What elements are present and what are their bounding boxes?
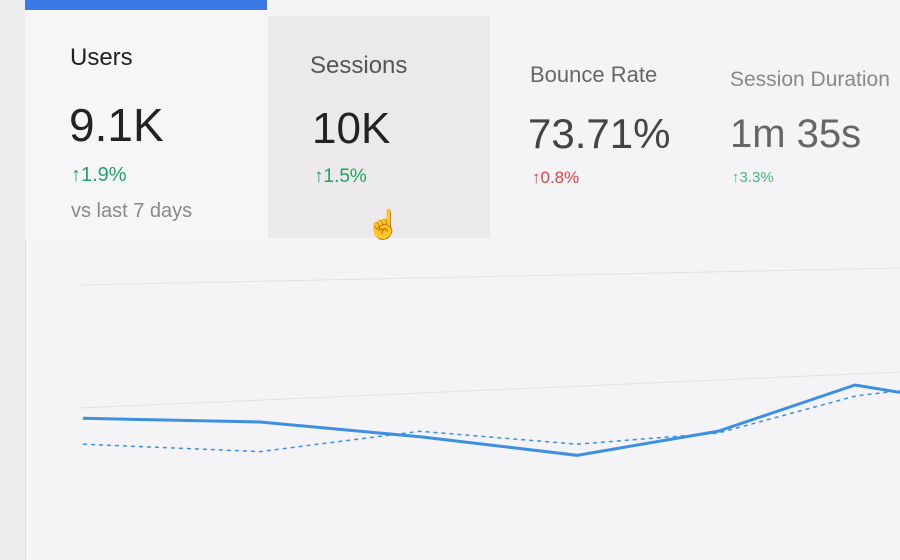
metric-label: Sessions bbox=[310, 52, 408, 79]
metric-delta: ↑1.9% bbox=[71, 164, 127, 186]
metric-value: 1m 35s bbox=[730, 112, 862, 156]
metric-value: 73.71% bbox=[528, 110, 671, 157]
tab-session-duration[interactable]: Session Duration 1m 35s ↑3.3% bbox=[690, 0, 900, 240]
arrow-up-icon: ↑ bbox=[314, 166, 324, 187]
series-line-dashed bbox=[82, 389, 900, 453]
arrow-up-icon: ↑ bbox=[732, 169, 740, 186]
metric-label: Bounce Rate bbox=[530, 62, 658, 87]
metric-label: Users bbox=[70, 44, 133, 71]
comparison-note: vs last 7 days bbox=[71, 200, 193, 222]
metric-value: 9.1K bbox=[69, 99, 164, 151]
tab-sessions[interactable]: Sessions 10K ↑1.5% bbox=[268, 16, 490, 238]
hand-pointer-icon: ☝ bbox=[366, 209, 401, 240]
selected-tab-indicator bbox=[25, 0, 267, 10]
tab-users[interactable]: Users 9.1K ↑1.9% vs last 7 days bbox=[25, 0, 267, 240]
series-line-solid bbox=[82, 383, 900, 457]
metric-label: Session Duration bbox=[730, 68, 890, 91]
metric-delta: ↑0.8% bbox=[532, 168, 580, 187]
arrow-up-icon: ↑ bbox=[532, 168, 541, 187]
gridline bbox=[79, 267, 900, 286]
tab-bounce-rate[interactable]: Bounce Rate 73.71% ↑0.8% bbox=[490, 0, 690, 240]
metric-value: 10K bbox=[312, 104, 391, 153]
metric-delta: ↑1.5% bbox=[314, 166, 367, 187]
gridline bbox=[79, 371, 900, 409]
line-chart bbox=[79, 267, 900, 457]
arrow-up-icon: ↑ bbox=[71, 164, 81, 186]
metric-delta: ↑3.3% bbox=[732, 169, 774, 186]
